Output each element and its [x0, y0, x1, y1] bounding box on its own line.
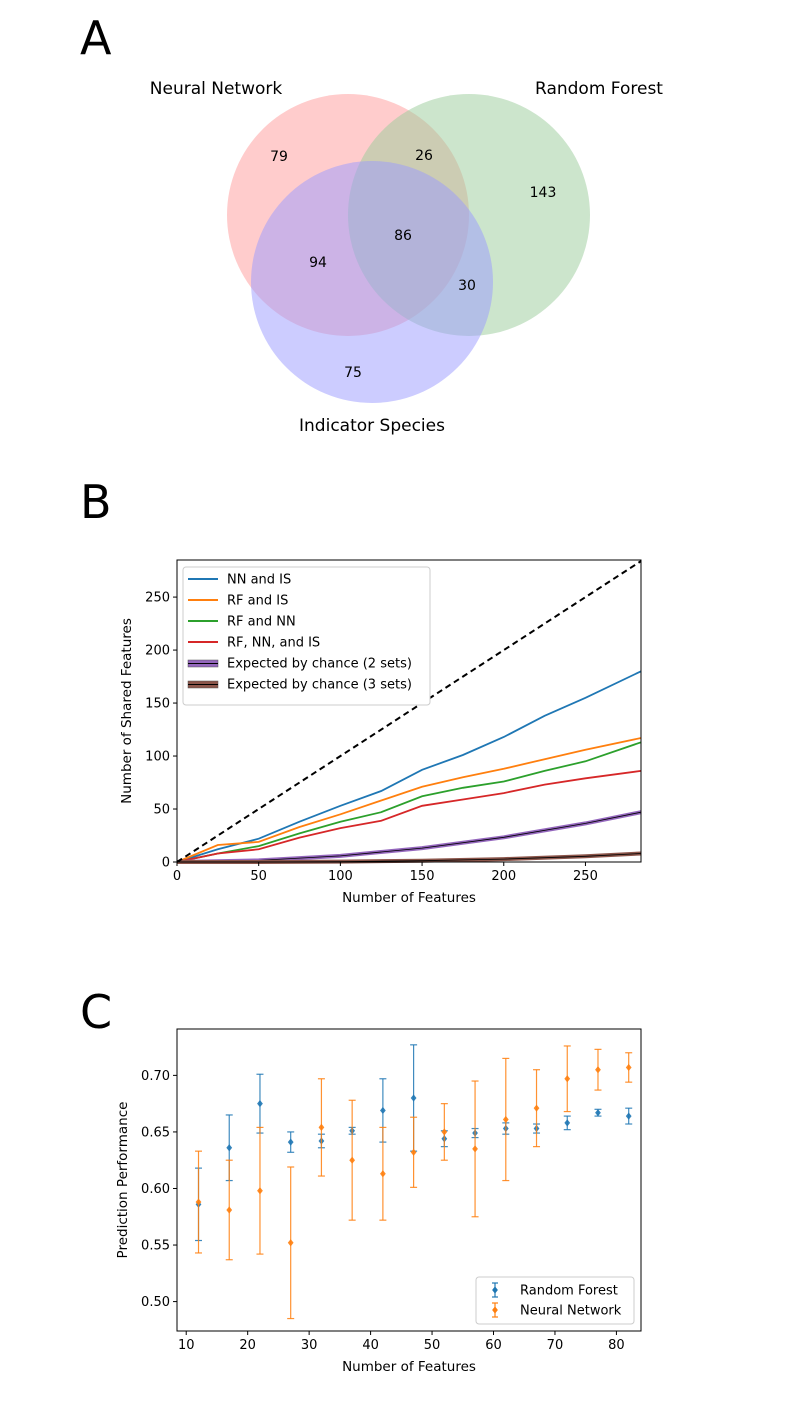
data-point-neural-network: [533, 1104, 540, 1112]
y-tick-label: 0.70: [141, 1069, 170, 1084]
data-point-neural-network: [625, 1063, 632, 1072]
legend-box: [182, 566, 431, 706]
y-tick-label: 0.65: [141, 1125, 170, 1140]
series-line-rf-and-is: [176, 737, 642, 863]
data-point-neural-network: [257, 1187, 263, 1195]
legend-label: Random Forest: [520, 1284, 618, 1299]
legend-label: RF, NN, and IS: [227, 636, 320, 651]
data-point-random-forest: [380, 1106, 386, 1115]
legend-label: Neural Network: [520, 1304, 622, 1319]
x-tick-label: 100: [328, 869, 353, 884]
reference-diagonal-line: [176, 560, 642, 863]
venn-label-neural-network: Neural Network: [150, 79, 283, 99]
data-point-random-forest: [257, 1100, 263, 1108]
y-tick-label: 0.50: [141, 1295, 170, 1310]
legend-label: NN and IS: [227, 573, 291, 588]
panel-label-b: B: [80, 475, 112, 529]
venn-circle-indicator-species: [251, 161, 493, 403]
data-point-neural-network: [318, 1123, 325, 1132]
x-tick-label: 0: [173, 869, 181, 884]
x-axis-label: Number of Features: [342, 1359, 476, 1375]
legend-label: Expected by chance (3 sets): [227, 678, 412, 693]
x-tick-label: 250: [573, 869, 598, 884]
panel-label-c: C: [80, 985, 112, 1039]
data-point-neural-network: [595, 1066, 601, 1074]
data-point-neural-network: [195, 1198, 202, 1206]
data-point-random-forest: [564, 1119, 571, 1127]
data-point-neural-network: [410, 1148, 417, 1156]
legend-label: RF and IS: [227, 594, 288, 609]
series-line-rf-and-nn: [176, 741, 642, 863]
legend-label: Expected by chance (2 sets): [227, 657, 412, 672]
data-point-neural-network: [380, 1170, 386, 1178]
legend-box: [475, 1276, 635, 1325]
data-point-neural-network: [287, 1239, 294, 1247]
data-point-random-forest: [595, 1109, 601, 1117]
y-axis-label: Number of Shared Features: [119, 618, 135, 804]
x-tick-label: 150: [410, 869, 435, 884]
data-point-random-forest: [226, 1144, 233, 1152]
venn-count-rf-is: 30: [458, 278, 476, 294]
venn-count-nn-rf: 26: [415, 148, 433, 164]
data-point-random-forest: [287, 1138, 294, 1146]
x-tick-label: 80: [608, 1338, 625, 1353]
venn-label-random-forest: Random Forest: [535, 79, 663, 99]
x-tick-label: 10: [178, 1338, 195, 1353]
series-line-expected-by-chance-2-sets-core: [176, 811, 642, 863]
legend: Random Forest Neural Network: [475, 1276, 635, 1325]
legend: NN and IS RF and IS RF and NN RF, NN, and I…: [182, 566, 431, 706]
data-point-neural-network: [502, 1115, 509, 1124]
data-point-neural-network: [226, 1206, 233, 1214]
x-tick-label: 50: [250, 869, 267, 884]
legend-label: RF and NN: [227, 615, 296, 630]
data-point-random-forest: [625, 1112, 632, 1120]
legend-swatch-marker: [492, 1306, 498, 1314]
venn-count-nn-is: 94: [309, 255, 327, 271]
prediction-performance-chart: 10 20 30 40 50 60 70 80 0.50 0.55 0.60 0.65 0.70 Num…: [115, 1028, 642, 1375]
y-tick-label: 50: [153, 803, 170, 818]
y-tick-label: 150: [145, 697, 170, 712]
data-point-neural-network: [441, 1128, 448, 1136]
y-tick-label: 0.55: [141, 1239, 170, 1254]
venn-diagram: Neural Network Random Forest Indicator S…: [150, 79, 664, 436]
legend-swatch-marker: [492, 1286, 498, 1294]
venn-label-indicator-species: Indicator Species: [299, 416, 445, 436]
x-tick-label: 30: [301, 1338, 318, 1353]
data-point-neural-network: [472, 1145, 478, 1153]
series-line-nn-and-is: [176, 670, 642, 863]
venn-count-is-only: 75: [344, 365, 362, 381]
shared-features-chart: 0 50 100 150 200 250 0 50 100 150 200 250 Number of…: [119, 559, 642, 906]
series-line-expected-by-chance-2-sets: [176, 810, 642, 864]
plot-frame: [176, 1028, 642, 1332]
x-tick-label: 200: [491, 869, 516, 884]
data-point-neural-network: [349, 1156, 356, 1164]
data-point-random-forest: [410, 1094, 417, 1102]
x-tick-label: 70: [547, 1338, 564, 1353]
venn-count-rf-only: 143: [530, 185, 557, 201]
y-tick-label: 200: [145, 644, 170, 659]
x-axis-label: Number of Features: [342, 890, 476, 906]
x-tick-label: 50: [424, 1338, 441, 1353]
y-tick-label: 100: [145, 750, 170, 765]
series-line-rf-nn-and-is: [176, 770, 642, 863]
y-tick-label: 0: [162, 856, 170, 871]
y-tick-label: 0.60: [141, 1182, 170, 1197]
x-tick-label: 60: [485, 1338, 502, 1353]
x-tick-label: 40: [362, 1338, 379, 1353]
x-tick-label: 20: [239, 1338, 256, 1353]
y-axis-label: Prediction Performance: [115, 1102, 131, 1259]
venn-count-all: 86: [394, 228, 412, 244]
venn-count-nn-only: 79: [270, 149, 288, 165]
panel-label-a: A: [80, 11, 112, 65]
y-tick-label: 250: [145, 591, 170, 606]
data-point-neural-network: [564, 1075, 571, 1083]
plot-frame: [176, 559, 642, 863]
